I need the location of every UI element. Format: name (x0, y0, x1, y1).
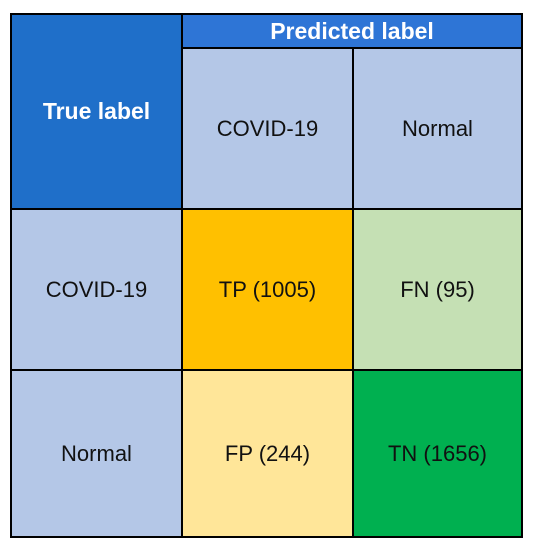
true-label-header: True label (12, 15, 181, 208)
predicted-label-header: Predicted label (183, 15, 521, 47)
true-positive-cell: TP (1005) (183, 210, 352, 369)
false-negative-cell: FN (95) (354, 210, 521, 369)
column-header-normal: Normal (354, 49, 521, 208)
false-positive-cell: FP (244) (183, 371, 352, 536)
row-header-covid-19: COVID-19 (12, 210, 181, 369)
confusion-matrix: True label Predicted label COVID-19 Norm… (10, 13, 523, 538)
true-negative-cell: TN (1656) (354, 371, 521, 536)
row-header-normal: Normal (12, 371, 181, 536)
column-header-covid-19: COVID-19 (183, 49, 352, 208)
